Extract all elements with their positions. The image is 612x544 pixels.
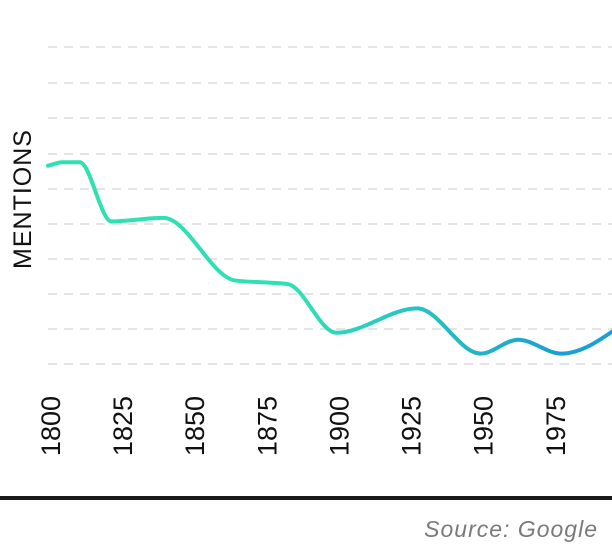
x-tick-label: 1925	[397, 396, 427, 456]
series-group	[46, 160, 612, 356]
grid-lines	[48, 46, 612, 365]
x-tick-label: 1875	[252, 396, 282, 456]
source-credit: Source: Google	[424, 516, 598, 542]
x-tick-label: 1825	[108, 396, 138, 456]
x-tick-label: 1800	[36, 396, 66, 456]
x-tick-label: 1900	[325, 396, 355, 456]
x-tick-label: 1950	[469, 396, 499, 456]
y-axis-title: MENTIONS	[9, 129, 37, 269]
x-axis-ticks: 180018251850187519001925195019752000	[36, 396, 571, 456]
x-tick-label: 1975	[541, 396, 571, 456]
x-tick-label: 1850	[180, 396, 210, 456]
series-line	[46, 160, 612, 356]
